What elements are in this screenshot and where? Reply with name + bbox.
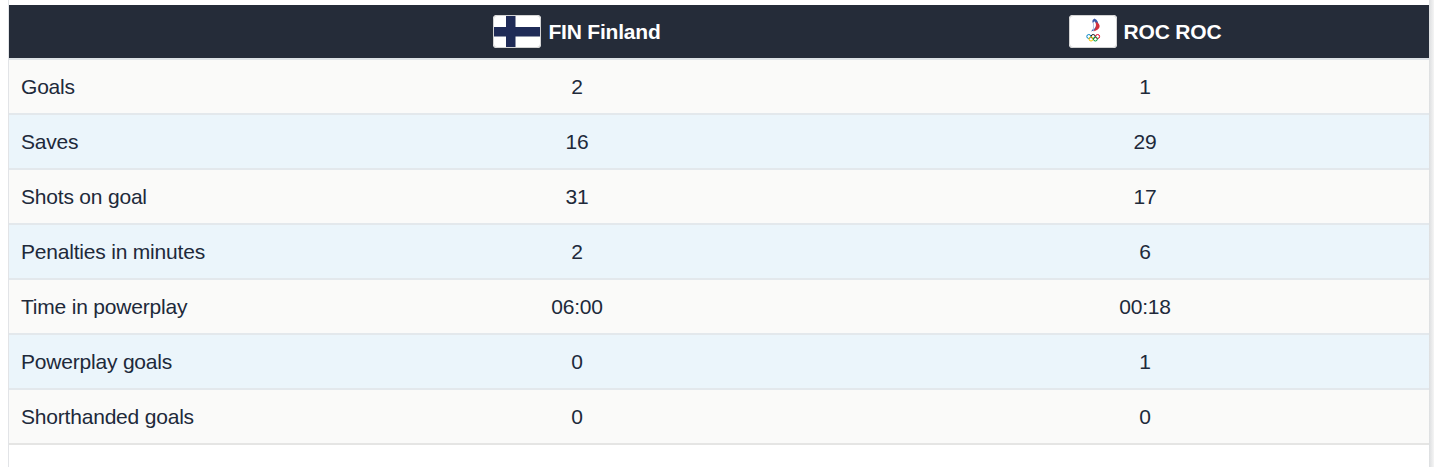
- table-row: Powerplay goals 0 1: [9, 333, 1429, 388]
- team-header-label: ROC ROC: [1124, 20, 1222, 44]
- stat-label: Goals: [9, 60, 293, 113]
- stat-label: Saves: [9, 115, 293, 168]
- stat-value-fin: 16: [293, 115, 861, 168]
- table-header-row: FIN Finland: [9, 5, 1429, 60]
- stat-label: Shots on goal: [9, 170, 293, 223]
- stat-label: Powerplay goals: [9, 335, 293, 388]
- stat-value-fin: 31: [293, 170, 861, 223]
- scrollbar-track[interactable]: [1429, 0, 1434, 467]
- stat-value-fin: 2: [293, 225, 861, 278]
- finland-flag-icon: [493, 15, 541, 48]
- stat-value-fin: 0: [293, 390, 861, 443]
- stat-value-roc: 0: [861, 390, 1429, 443]
- stat-label: Penalties in minutes: [9, 225, 293, 278]
- stat-value-roc: 1: [861, 60, 1429, 113]
- stat-value-roc: 1: [861, 335, 1429, 388]
- stat-label: Time in powerplay: [9, 280, 293, 333]
- roc-flag-icon: [1069, 15, 1117, 48]
- table-row: Saves 16 29: [9, 113, 1429, 168]
- table-row: Shots on goal 31 17: [9, 168, 1429, 223]
- table-bottom-border: [9, 443, 1429, 445]
- table-row: Shorthanded goals 0 0: [9, 388, 1429, 443]
- stat-value-fin: 0: [293, 335, 861, 388]
- team-header-roc: ROC ROC: [861, 5, 1429, 58]
- table-row: Penalties in minutes 2 6: [9, 223, 1429, 278]
- stat-value-roc: 29: [861, 115, 1429, 168]
- stat-value-roc: 00:18: [861, 280, 1429, 333]
- table-row: Goals 2 1: [9, 60, 1429, 113]
- match-stats-table: FIN Finland: [9, 5, 1429, 445]
- team-header-finland: FIN Finland: [293, 5, 861, 58]
- team-header-label: FIN Finland: [548, 20, 660, 44]
- stat-value-roc: 17: [861, 170, 1429, 223]
- table-body: Goals 2 1 Saves 16 29 Shots on goal 31 1…: [9, 60, 1429, 443]
- stat-column-header: [9, 5, 293, 58]
- stat-value-roc: 6: [861, 225, 1429, 278]
- table-row: Time in powerplay 06:00 00:18: [9, 278, 1429, 333]
- stat-label: Shorthanded goals: [9, 390, 293, 443]
- stat-value-fin: 06:00: [293, 280, 861, 333]
- stat-value-fin: 2: [293, 60, 861, 113]
